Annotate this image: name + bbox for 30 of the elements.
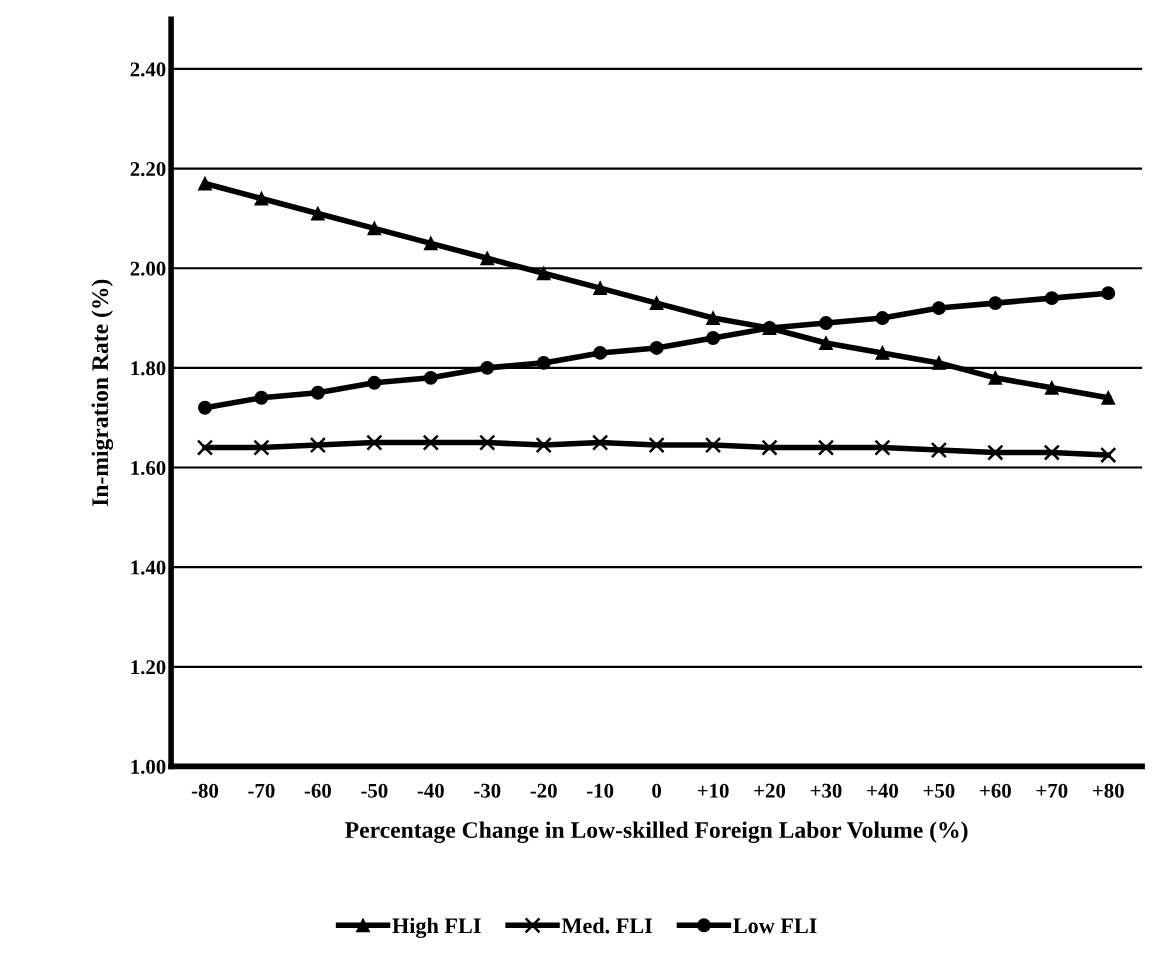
x-tick-label: -80: [191, 783, 219, 798]
x-tick-label: -20: [530, 783, 557, 798]
x-tick-label: +40: [867, 783, 898, 798]
x-tick-label: +10: [697, 783, 729, 798]
y-tick-label: 1.60: [131, 460, 166, 476]
x-tick-label: -40: [417, 783, 444, 798]
y-tick-label: 1.40: [131, 560, 166, 575]
y-tick-label: 2.20: [130, 161, 166, 177]
legend-label: Low FLI: [733, 918, 817, 934]
x-tick-label: +60: [980, 783, 1011, 798]
y-tick-label: 2.40: [130, 62, 166, 77]
x-tick-label: -70: [248, 783, 275, 798]
y-tick-label: 2.00: [130, 261, 166, 276]
y-tick-label: 1.20: [131, 660, 166, 675]
y-tick-label: 1.00: [131, 759, 166, 774]
x-tick-label: 0: [652, 783, 662, 798]
x-tick-label: +50: [923, 783, 955, 798]
x-tick-label: -60: [304, 783, 331, 798]
legend-label: High FLI: [392, 917, 481, 938]
x-tick-label: +20: [754, 783, 786, 798]
x-axis-title: Percentage Change in Low-skilled Foreign Labor Volume (%): [345, 821, 968, 843]
x-tick-label: +80: [1093, 783, 1124, 798]
y-tick-label: 1.80: [131, 361, 166, 376]
x-tick-label: -50: [361, 783, 388, 798]
x-tick-label: -30: [474, 783, 501, 798]
x-tick-label: -10: [587, 783, 614, 798]
legend-label: Med. FLI: [561, 917, 653, 934]
y-axis-title: In-migration Rate (%): [91, 279, 114, 507]
x-tick-label: +30: [810, 783, 842, 798]
x-tick-label: +70: [1036, 783, 1068, 798]
